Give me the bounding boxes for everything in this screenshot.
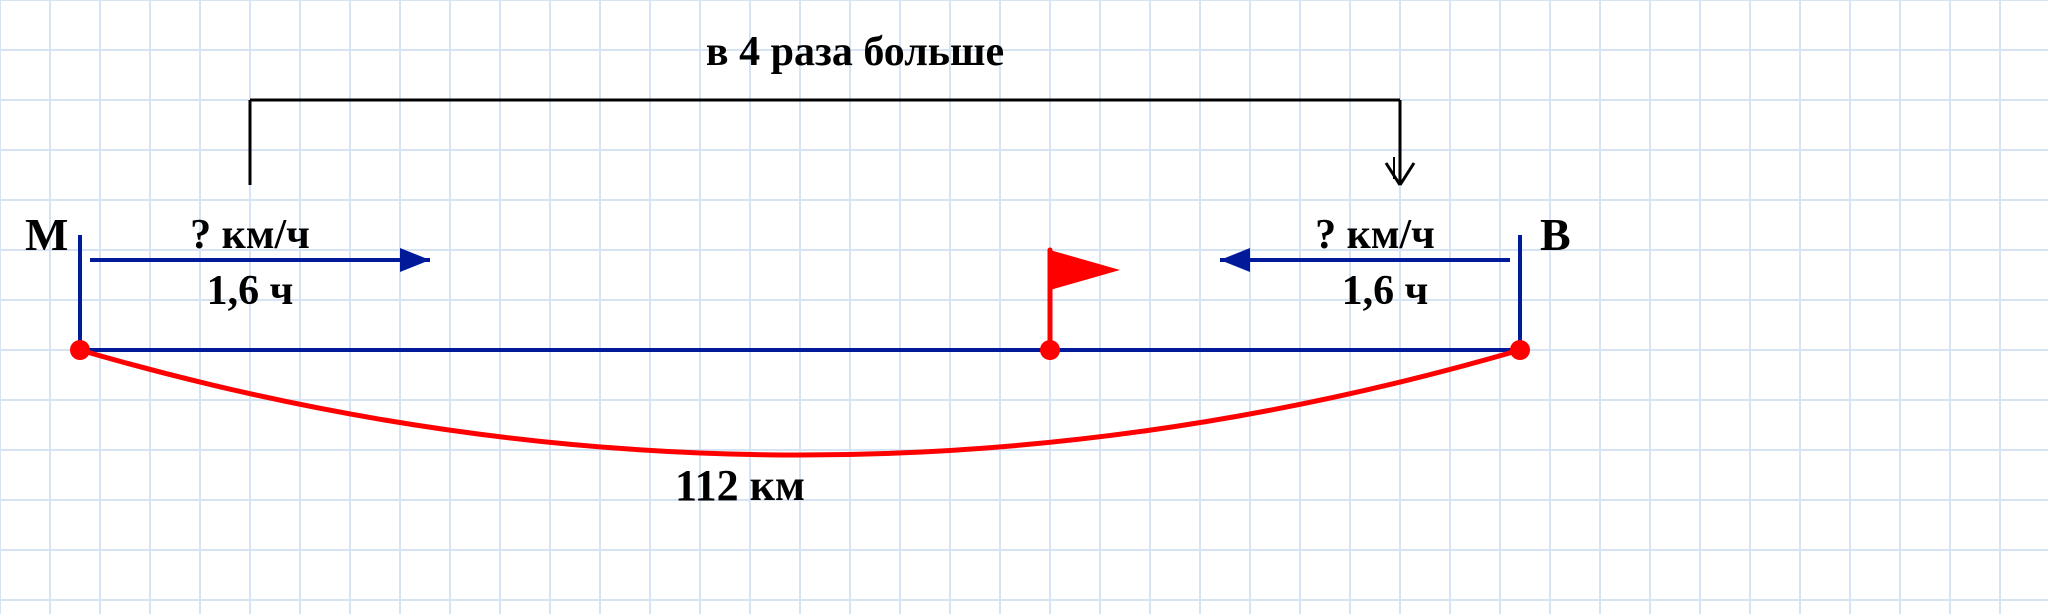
- diagram-canvas: в 4 раза больше М В ? км/ч 1,6 ч ? км/ч 1,6 ч 1…: [0, 0, 2048, 614]
- distance-label: 112 км: [675, 461, 805, 510]
- point-b-label: В: [1540, 209, 1571, 260]
- right-time-label: 1,6 ч: [1342, 268, 1429, 314]
- right-speed-label: ? км/ч: [1315, 212, 1435, 258]
- left-time-label: 1,6 ч: [207, 268, 294, 314]
- top-bracket-label: в 4 раза больше: [706, 29, 1004, 75]
- left-speed-label: ? км/ч: [190, 212, 310, 258]
- background: [0, 0, 2048, 614]
- point-m-label: М: [25, 209, 68, 260]
